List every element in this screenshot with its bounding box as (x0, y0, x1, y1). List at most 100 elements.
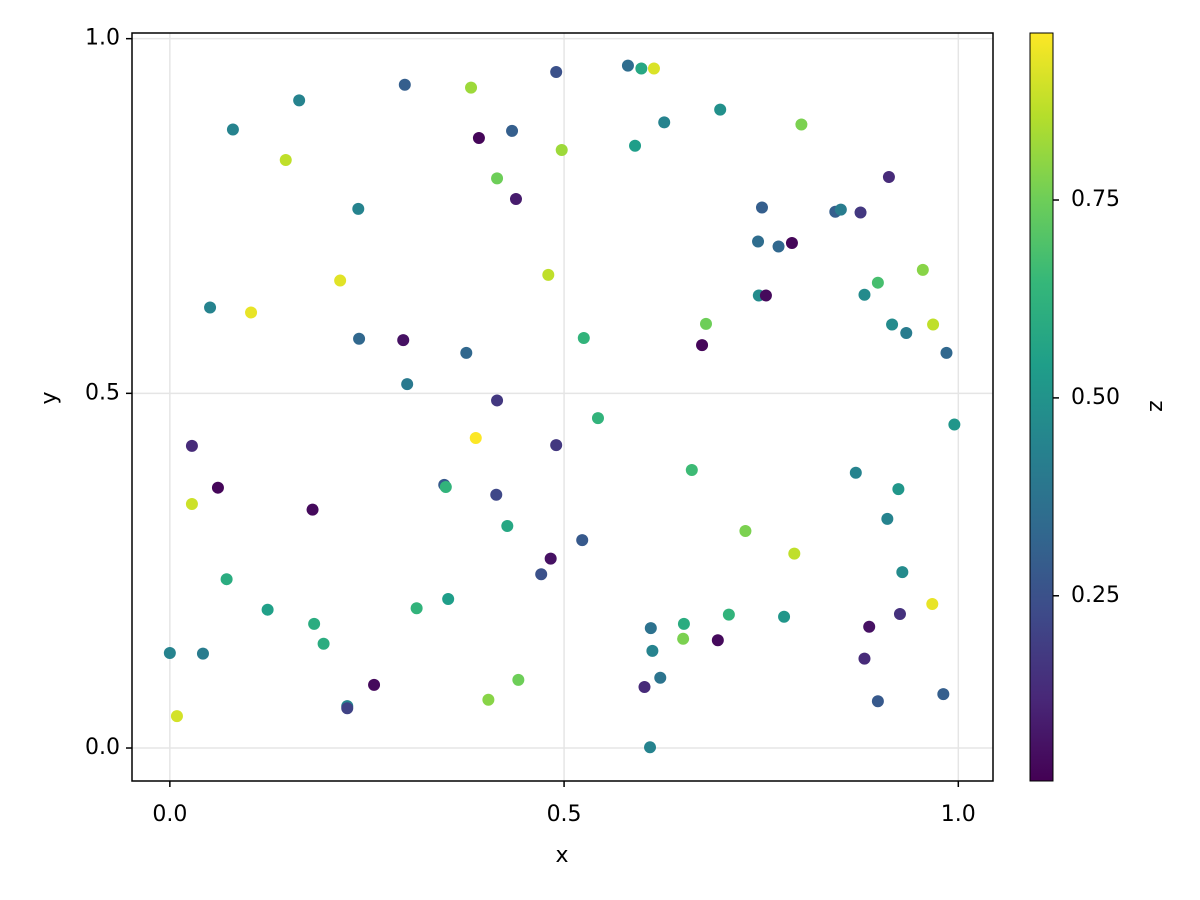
point (442, 593, 455, 606)
point (778, 610, 791, 623)
x-tick-label: 0.5 (547, 802, 582, 827)
point (696, 339, 709, 352)
colorbar-tick-label: 0.50 (1071, 385, 1120, 410)
point (871, 276, 884, 289)
point (638, 681, 651, 694)
point (711, 634, 724, 647)
point (635, 62, 648, 75)
point (677, 632, 690, 645)
point (886, 318, 899, 331)
point (550, 66, 563, 79)
point (196, 647, 209, 660)
point (490, 488, 503, 501)
point (591, 412, 604, 425)
y-tick-label: 1.0 (85, 26, 120, 51)
point (772, 240, 785, 253)
point (501, 519, 514, 532)
point (544, 552, 557, 565)
point (185, 439, 198, 452)
point (401, 378, 414, 391)
point (871, 695, 884, 708)
point (677, 617, 690, 630)
point (220, 573, 233, 586)
point (722, 608, 735, 621)
point (460, 346, 473, 359)
point (439, 480, 452, 493)
point (550, 439, 563, 452)
point (644, 622, 657, 635)
point (940, 346, 953, 359)
colorbar (1029, 32, 1054, 782)
point (863, 620, 876, 633)
colorbar-tick-label: 0.25 (1071, 583, 1120, 608)
point (410, 602, 423, 615)
point (739, 524, 752, 537)
point (937, 688, 950, 701)
point (465, 81, 478, 94)
point (700, 317, 712, 330)
point (900, 327, 913, 340)
point (759, 289, 772, 302)
point (795, 118, 808, 131)
point (397, 334, 410, 347)
point (896, 566, 909, 579)
point (170, 710, 183, 723)
point (892, 483, 905, 496)
point (647, 62, 660, 75)
point (398, 78, 411, 91)
colorbar-label: z (1144, 400, 1169, 412)
colorbar-tick-label: 0.75 (1071, 187, 1120, 212)
point (858, 652, 871, 665)
point (621, 59, 634, 72)
point (849, 466, 862, 479)
point (542, 268, 555, 281)
y-tick-label: 0.5 (85, 380, 120, 405)
point (535, 568, 548, 581)
point (654, 671, 667, 684)
point (204, 301, 217, 314)
x-tick-label: 1.0 (941, 802, 976, 827)
point (491, 394, 504, 407)
point (308, 617, 321, 630)
point (279, 153, 292, 166)
point (211, 481, 224, 494)
y-axis-label: y (37, 391, 62, 404)
point (245, 306, 258, 319)
point (506, 124, 519, 137)
point (629, 139, 642, 152)
y-tick-label: 0.0 (85, 735, 120, 760)
point (927, 318, 940, 331)
point (658, 116, 671, 129)
point (317, 637, 330, 650)
point (834, 203, 847, 216)
point (755, 201, 768, 214)
point (491, 172, 504, 185)
point (512, 673, 525, 686)
point (948, 418, 961, 431)
point (916, 263, 929, 276)
point (714, 103, 727, 116)
point (261, 603, 274, 616)
point (785, 236, 798, 249)
point (858, 288, 871, 301)
point (334, 274, 347, 287)
point (472, 131, 485, 144)
point (893, 607, 906, 620)
point (163, 646, 176, 659)
point (509, 192, 522, 205)
point (646, 644, 659, 657)
x-axis-label: x (555, 843, 568, 868)
point (788, 547, 801, 560)
point (482, 693, 495, 706)
point (293, 94, 306, 107)
point (926, 598, 939, 611)
point (555, 144, 568, 157)
point (352, 202, 365, 215)
point (368, 678, 381, 691)
point (854, 206, 867, 219)
point (644, 741, 657, 754)
point (306, 503, 319, 516)
point (469, 432, 482, 445)
